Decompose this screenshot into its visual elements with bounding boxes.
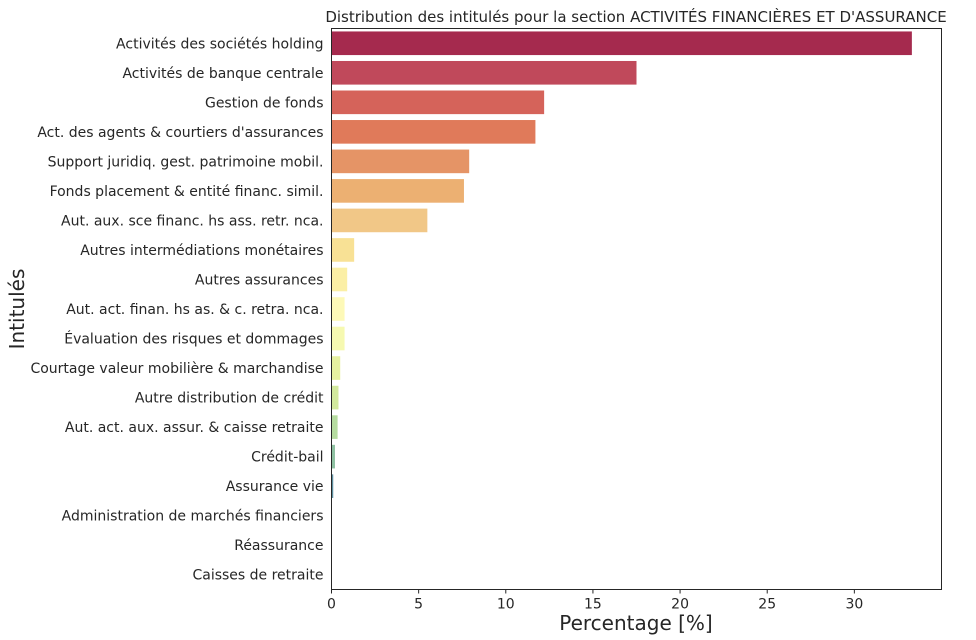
category-label: Act. des agents & courtiers d'assurances [37, 125, 323, 141]
bar-15 [331, 444, 335, 469]
category-label: Autres intermédiations monétaires [80, 243, 323, 259]
bar-13 [331, 385, 339, 410]
category-label: Administration de marchés financiers [62, 509, 324, 525]
category-label: Courtage valeur mobilière & marchandise [30, 361, 323, 377]
category-label: Activités des sociétés holding [116, 36, 323, 52]
bars-group [331, 31, 912, 587]
category-label: Crédit-bail [251, 450, 323, 466]
bar-5 [331, 149, 470, 174]
category-label: Aut. act. aux. assur. & caisse retraite [65, 420, 324, 436]
bar-11 [331, 326, 345, 351]
bar-8 [331, 238, 355, 262]
category-label: Support juridiq. gest. patrimoine mobil. [48, 154, 324, 170]
category-label: Autre distribution de crédit [135, 391, 324, 407]
bar-4 [331, 120, 536, 144]
x-tick-label: 15 [584, 597, 602, 613]
bar-10 [331, 297, 345, 321]
y-axis-title: Intitulés [5, 269, 29, 350]
category-label: Aut. aux. sce financ. hs ass. retr. nca. [61, 213, 323, 229]
bar-9 [331, 267, 348, 292]
bar-7 [331, 208, 428, 233]
x-tick-label: 0 [327, 597, 336, 613]
category-label: Autres assurances [195, 272, 324, 288]
x-tick-label: 20 [671, 597, 689, 613]
bar-2 [331, 60, 637, 85]
x-tick-label: 5 [414, 597, 423, 613]
bar-16 [331, 474, 334, 498]
x-tick-label: 10 [497, 597, 515, 613]
bar-14 [331, 415, 338, 439]
category-label: Activités de banque centrale [122, 66, 323, 82]
category-label: Évaluation des risques et dommages [64, 331, 323, 348]
bar-12 [331, 356, 341, 380]
chart-title: Distribution des intitulés pour la secti… [325, 7, 946, 26]
category-label: Fonds placement & entité financ. simil. [50, 184, 324, 200]
category-labels: Activités des sociétés holding Activités … [30, 36, 324, 583]
plot-frame [331, 28, 942, 590]
bar-3 [331, 90, 545, 115]
category-label: Assurance vie [226, 479, 324, 495]
x-axis-title: Percentage [%] [559, 611, 712, 635]
category-label: Aut. act. finan. hs as. & c. retra. nca. [66, 302, 323, 318]
category-label: Caisses de retraite [192, 568, 323, 584]
x-tick-label: 25 [758, 597, 776, 613]
x-axis-ticks: 0 5 10 15 20 25 30 [327, 589, 863, 613]
x-tick-label: 30 [845, 597, 863, 613]
bar-6 [331, 179, 464, 203]
bar-1 [331, 31, 912, 56]
category-label: Gestion de fonds [205, 95, 324, 111]
category-label: Réassurance [234, 538, 323, 554]
